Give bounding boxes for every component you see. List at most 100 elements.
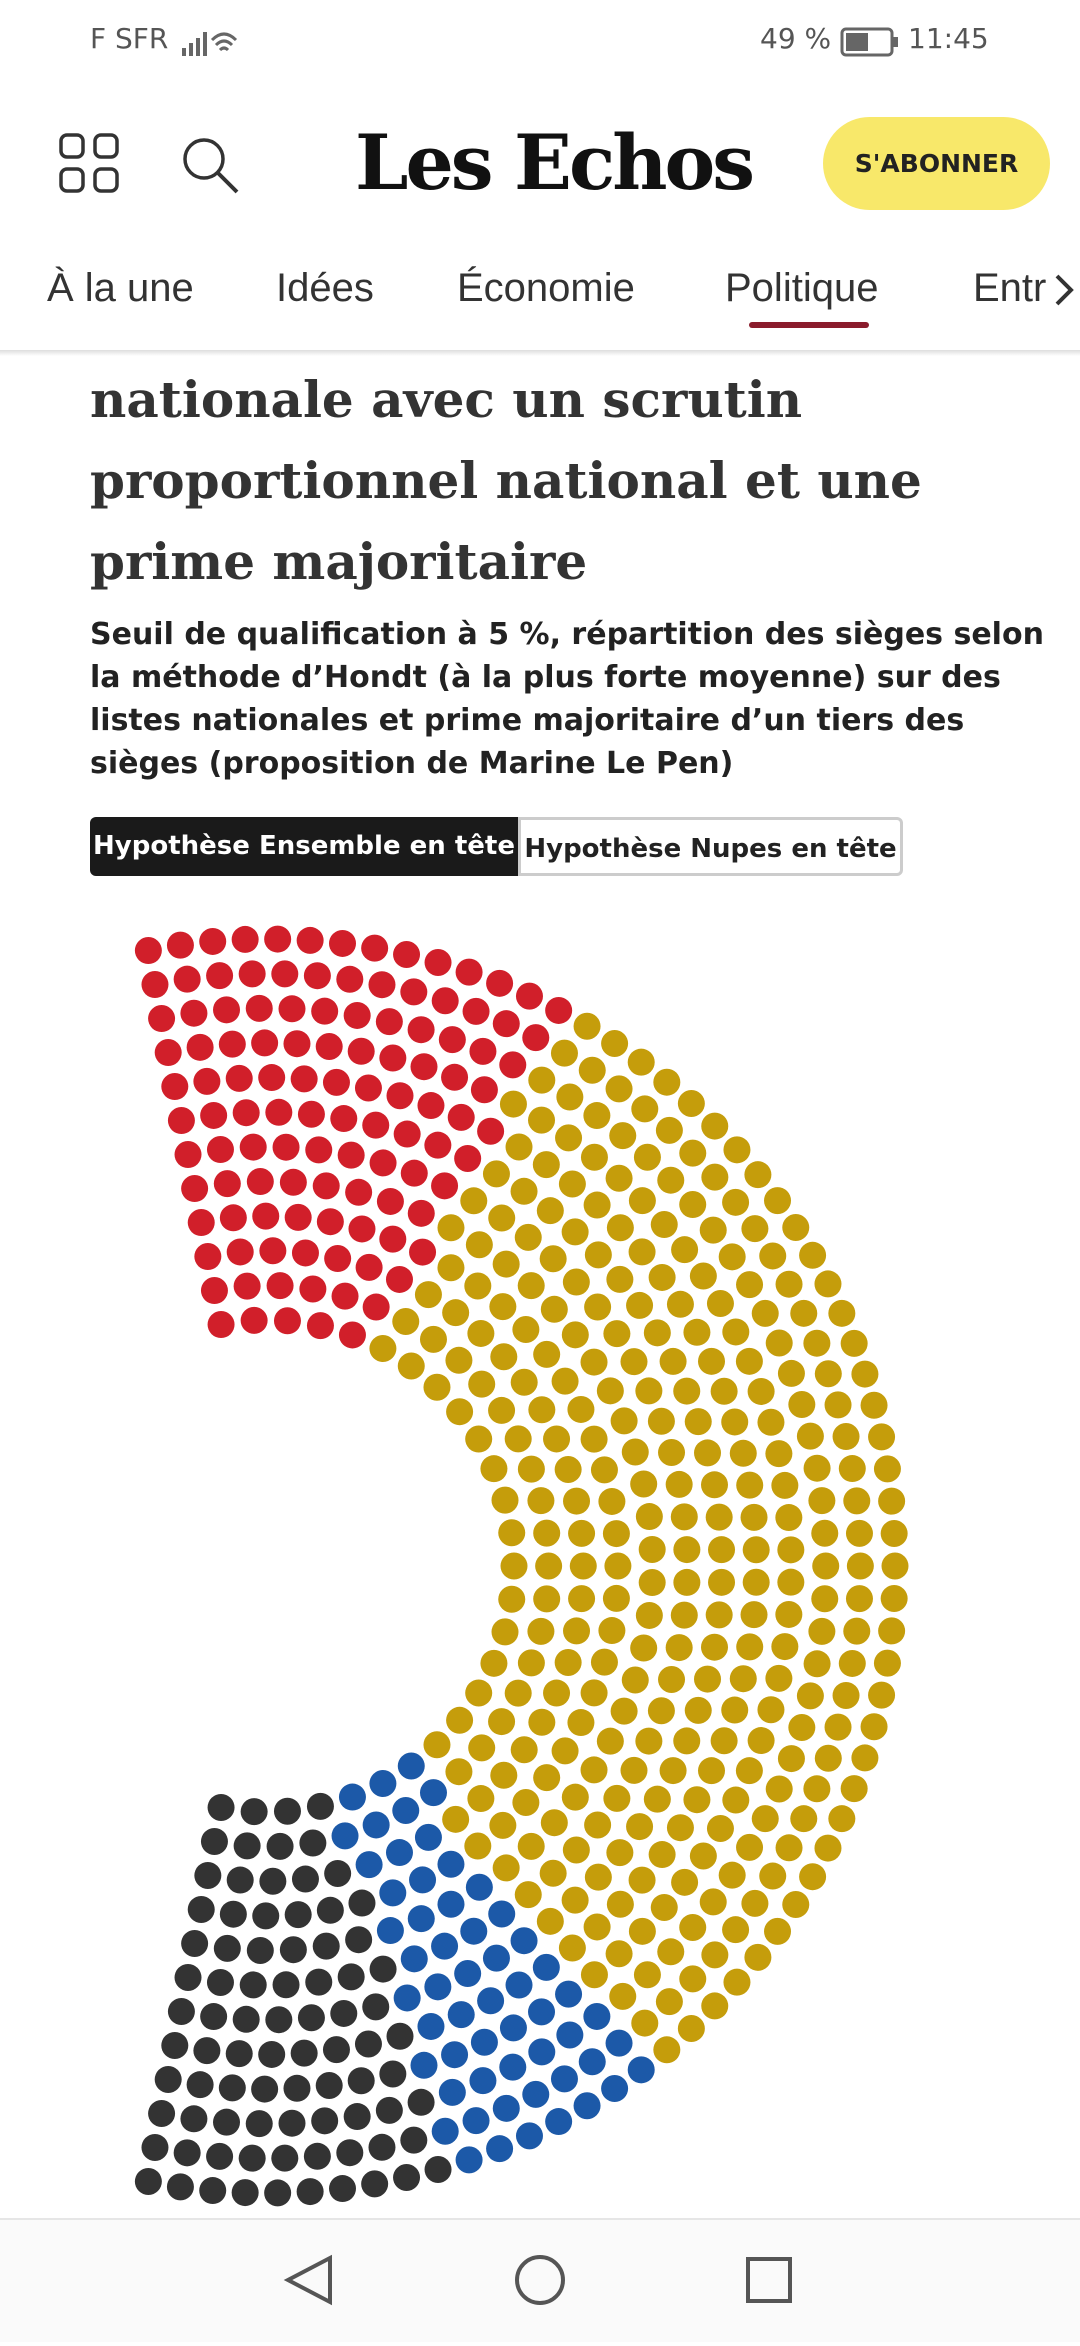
- seat: [601, 1030, 629, 1058]
- seat: [447, 1103, 475, 1131]
- logo[interactable]: Les Echos: [355, 118, 755, 207]
- seat: [414, 1823, 442, 1851]
- seat: [814, 1270, 842, 1298]
- seat: [643, 1319, 671, 1347]
- seat: [873, 1455, 901, 1483]
- seat: [747, 1377, 775, 1405]
- seat: [583, 2002, 611, 2030]
- nav-tab[interactable]: À la une: [47, 266, 194, 310]
- seat: [199, 2177, 227, 2205]
- subtitle-line: sièges (proposition de Marine Le Pen): [90, 746, 734, 781]
- seat: [431, 2117, 459, 2145]
- seat: [470, 1076, 498, 1104]
- seat: [708, 1568, 736, 1596]
- seat: [376, 1917, 404, 1945]
- seat: [345, 1926, 373, 1954]
- seat: [454, 1960, 482, 1988]
- seat: [741, 1889, 769, 1917]
- seat: [331, 1822, 359, 1850]
- search-icon[interactable]: [180, 135, 242, 197]
- seat: [666, 1290, 694, 1318]
- home-button[interactable]: [515, 2255, 565, 2305]
- seat: [424, 2156, 452, 2184]
- seat: [735, 1347, 763, 1375]
- seat: [533, 1340, 561, 1368]
- seat: [735, 1757, 763, 1785]
- nav-tab[interactable]: Idées: [276, 266, 374, 310]
- seat: [788, 1714, 816, 1742]
- seat: [362, 1993, 390, 2021]
- seat: [606, 1839, 634, 1867]
- seat: [266, 1272, 294, 1300]
- seat: [742, 1568, 770, 1596]
- seat: [527, 1487, 555, 1515]
- seat: [348, 1889, 376, 1917]
- seat: [517, 1832, 545, 1860]
- nav-tab[interactable]: Politique: [725, 266, 879, 310]
- toggle-button[interactable]: Hypothèse Ensemble en tête: [90, 817, 518, 876]
- seat: [554, 1649, 582, 1677]
- seat: [628, 1866, 656, 1894]
- seat: [284, 1901, 312, 1929]
- seat: [468, 1734, 496, 1762]
- seat: [610, 1407, 638, 1435]
- seat: [765, 1329, 793, 1357]
- nav-tab[interactable]: Entr: [973, 266, 1047, 310]
- seat: [729, 1665, 757, 1693]
- menu-icon[interactable]: [58, 132, 122, 196]
- seat: [764, 1917, 792, 1945]
- seat: [846, 1552, 874, 1580]
- seat: [407, 2088, 435, 2116]
- seat: [291, 1865, 319, 1893]
- seat: [469, 1037, 497, 1065]
- seat: [424, 1131, 452, 1159]
- title-line: nationale avec un scrutin: [90, 370, 803, 429]
- seat: [598, 1487, 626, 1515]
- seat: [232, 2005, 260, 2033]
- seat: [650, 1893, 678, 1921]
- seat: [477, 1117, 505, 1145]
- seat: [723, 1968, 751, 1996]
- recents-button[interactable]: [746, 2257, 792, 2303]
- seat: [771, 1471, 799, 1499]
- seat: [200, 1101, 228, 1129]
- seat: [154, 1039, 182, 1067]
- seat: [803, 1775, 831, 1803]
- seat: [186, 2071, 214, 2099]
- seat: [141, 971, 169, 999]
- seat: [409, 1238, 437, 1266]
- seat: [860, 1713, 888, 1741]
- nav-scroll-arrow[interactable]: [1052, 272, 1076, 308]
- seat: [630, 1634, 658, 1662]
- seat: [207, 1311, 235, 1339]
- toggle-button[interactable]: Hypothèse Nupes en tête: [518, 817, 903, 876]
- seat: [673, 1727, 701, 1755]
- back-button[interactable]: [283, 2254, 332, 2306]
- seat: [527, 1617, 555, 1645]
- subscribe-button[interactable]: S'ABONNER: [823, 117, 1050, 210]
- seat: [455, 958, 483, 986]
- seat: [206, 1968, 234, 1996]
- seat: [419, 1779, 447, 1807]
- nav-tab[interactable]: Économie: [457, 266, 635, 310]
- seat: [264, 925, 292, 953]
- seat: [431, 987, 459, 1015]
- seat: [569, 1552, 597, 1580]
- seat: [533, 1764, 561, 1792]
- seat: [528, 1998, 556, 2026]
- seat: [504, 1679, 532, 1707]
- seat: [400, 978, 428, 1006]
- seat: [238, 960, 266, 988]
- seat: [283, 2074, 311, 2102]
- seat: [740, 1503, 768, 1531]
- seat: [455, 2146, 483, 2174]
- seat: [447, 2001, 475, 2029]
- seat: [454, 1144, 482, 1172]
- seat: [219, 1204, 247, 1232]
- seat: [161, 1073, 189, 1101]
- seat: [689, 1842, 717, 1870]
- seat: [225, 2040, 253, 2068]
- seat: [355, 1253, 383, 1281]
- seat: [482, 1944, 510, 1972]
- seat: [514, 1223, 542, 1251]
